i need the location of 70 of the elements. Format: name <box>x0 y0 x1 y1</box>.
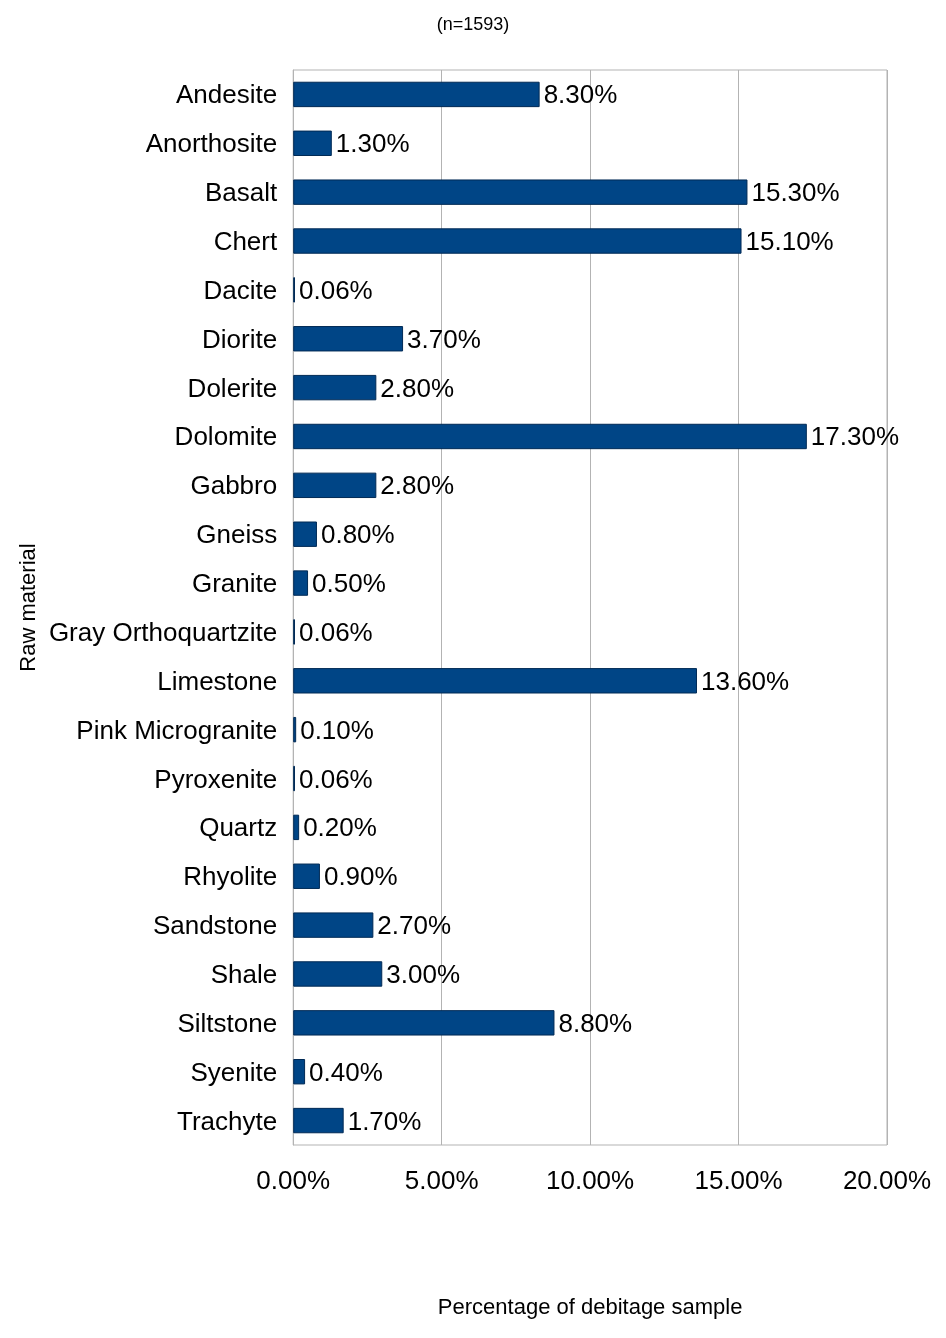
y-tick-label: Dolerite <box>187 372 278 403</box>
data-label: 8.80% <box>558 1007 633 1038</box>
x-tick-label: 15.00% <box>694 1165 783 1195</box>
data-label: 0.50% <box>312 568 386 599</box>
y-axis-title: Raw material <box>14 543 40 672</box>
x-tick-label: 5.00% <box>404 1165 479 1195</box>
bar <box>293 130 332 156</box>
y-tick-label: Gabbro <box>190 470 278 501</box>
data-label: 0.10% <box>300 714 374 745</box>
bar <box>293 472 377 499</box>
data-label: 0.90% <box>323 861 398 892</box>
bar <box>293 1107 344 1134</box>
bar <box>293 863 320 889</box>
data-label: 0.06% <box>298 763 373 794</box>
y-tick-label: Siltstone <box>177 1007 278 1038</box>
data-label: 8.30% <box>543 79 618 110</box>
y-tick-label: Anorthosite <box>145 128 278 159</box>
data-label: 2.70% <box>377 910 452 941</box>
y-tick-label: Andesite <box>176 79 278 110</box>
data-label: 1.30% <box>335 128 410 159</box>
x-tick-label: 10.00% <box>546 1165 635 1195</box>
bar <box>293 374 377 401</box>
y-tick-label: Diorite <box>202 323 278 354</box>
x-axis-title: Percentage of debitage sample <box>437 1293 743 1319</box>
data-label: 2.80% <box>380 470 455 501</box>
data-label: 3.70% <box>407 323 481 354</box>
data-label: 2.80% <box>380 372 455 403</box>
bar <box>293 961 383 987</box>
bar <box>293 668 697 694</box>
y-tick-label: Basalt <box>204 177 278 208</box>
bar <box>293 1059 306 1085</box>
y-tick-label: Chert <box>213 226 278 257</box>
y-tick-label: Pink Microgranite <box>76 714 278 745</box>
data-label: 1.70% <box>347 1105 422 1136</box>
bar <box>293 521 317 547</box>
data-label: 0.20% <box>303 812 377 843</box>
bar <box>293 228 742 254</box>
y-tick-label: Dacite <box>203 274 278 305</box>
bar <box>293 81 540 108</box>
data-label: 3.00% <box>386 958 461 989</box>
y-tick-label: Syenite <box>190 1056 278 1087</box>
y-tick-label: Quartz <box>199 812 278 843</box>
bar <box>293 814 300 841</box>
y-tick-label: Dolomite <box>174 421 278 452</box>
bar <box>293 570 309 596</box>
y-tick-label: Shale <box>210 958 278 989</box>
data-label: 15.10% <box>745 226 834 257</box>
y-tick-label: Trachyte <box>177 1105 278 1136</box>
y-tick-label: Pyroxenite <box>154 763 278 794</box>
bar <box>293 326 404 352</box>
bar <box>293 423 807 450</box>
bar <box>293 179 748 205</box>
data-label: 17.30% <box>810 421 900 452</box>
data-label: 0.06% <box>298 274 373 305</box>
data-label: 0.80% <box>320 519 395 550</box>
y-tick-label: Limestone <box>157 665 278 696</box>
bar <box>293 1010 555 1036</box>
data-label: 15.30% <box>751 177 840 208</box>
data-label: 13.60% <box>700 665 790 696</box>
y-tick-label: Rhyolite <box>183 861 278 892</box>
bar <box>293 912 374 938</box>
y-tick-label: Granite <box>191 568 278 599</box>
chart-title: (n=1593) <box>436 14 510 34</box>
y-tick-label: Sandstone <box>152 910 278 941</box>
data-label: 0.40% <box>309 1056 383 1087</box>
x-tick-label: 0.00% <box>256 1165 331 1195</box>
x-tick-label: 20.00% <box>842 1165 932 1195</box>
y-tick-label: Gneiss <box>196 519 278 550</box>
data-label: 0.06% <box>298 616 373 647</box>
y-tick-label: Gray Orthoquartzite <box>48 616 278 647</box>
